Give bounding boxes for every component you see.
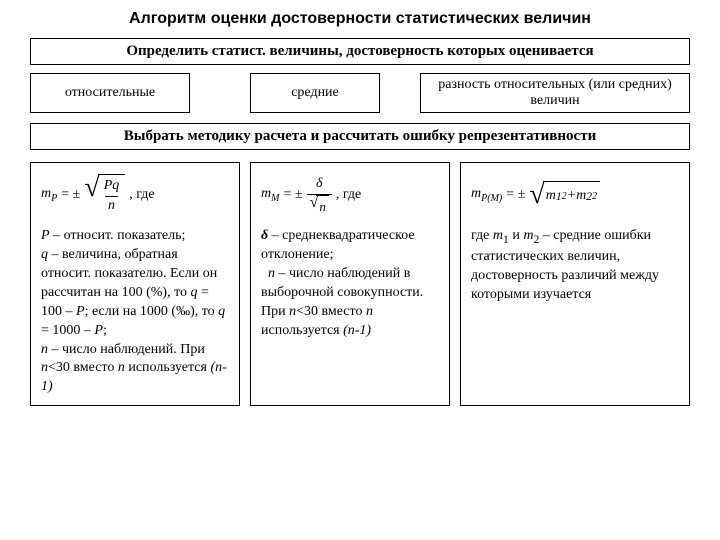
option-relative: относительные (30, 73, 190, 113)
formula-mm: mM = ± δ √ n , где (261, 171, 439, 219)
formula-box-relative: mP = ± √ Pq n , где P – относит. показат… (30, 162, 240, 406)
formula-row: mP = ± √ Pq n , где P – относит. показат… (30, 162, 690, 406)
connector (30, 67, 690, 73)
connector (30, 117, 690, 123)
formula-mpm-desc: где m1 и m2 – средние ошибки статистичес… (471, 227, 679, 304)
option-mean: средние (250, 73, 380, 113)
step1-header: Определить статист. величины, достоверно… (30, 38, 690, 65)
formula-mm-desc: δ – среднеквадратическое отклонение; n –… (261, 227, 439, 340)
step2-header: Выбрать методику расчета и рассчитать ош… (30, 123, 690, 150)
formula-mp-desc: P – относит. показатель;q – величина, об… (41, 227, 229, 397)
formula-mpm: mP(M) = ± √ m12 + m22 (471, 171, 679, 219)
option-difference: разность относительных (или средних) вел… (420, 73, 690, 113)
formula-box-mean: mM = ± δ √ n , где δ – среднеквадратичес… (250, 162, 450, 406)
formula-box-difference: mP(M) = ± √ m12 + m22 где m1 и m2 – сред… (460, 162, 690, 406)
connector (30, 152, 690, 158)
page-title: Алгоритм оценки достоверности статистиче… (30, 10, 690, 28)
formula-mp: mP = ± √ Pq n , где (41, 171, 229, 219)
step1-options-row: относительные средние разность относител… (30, 73, 690, 113)
